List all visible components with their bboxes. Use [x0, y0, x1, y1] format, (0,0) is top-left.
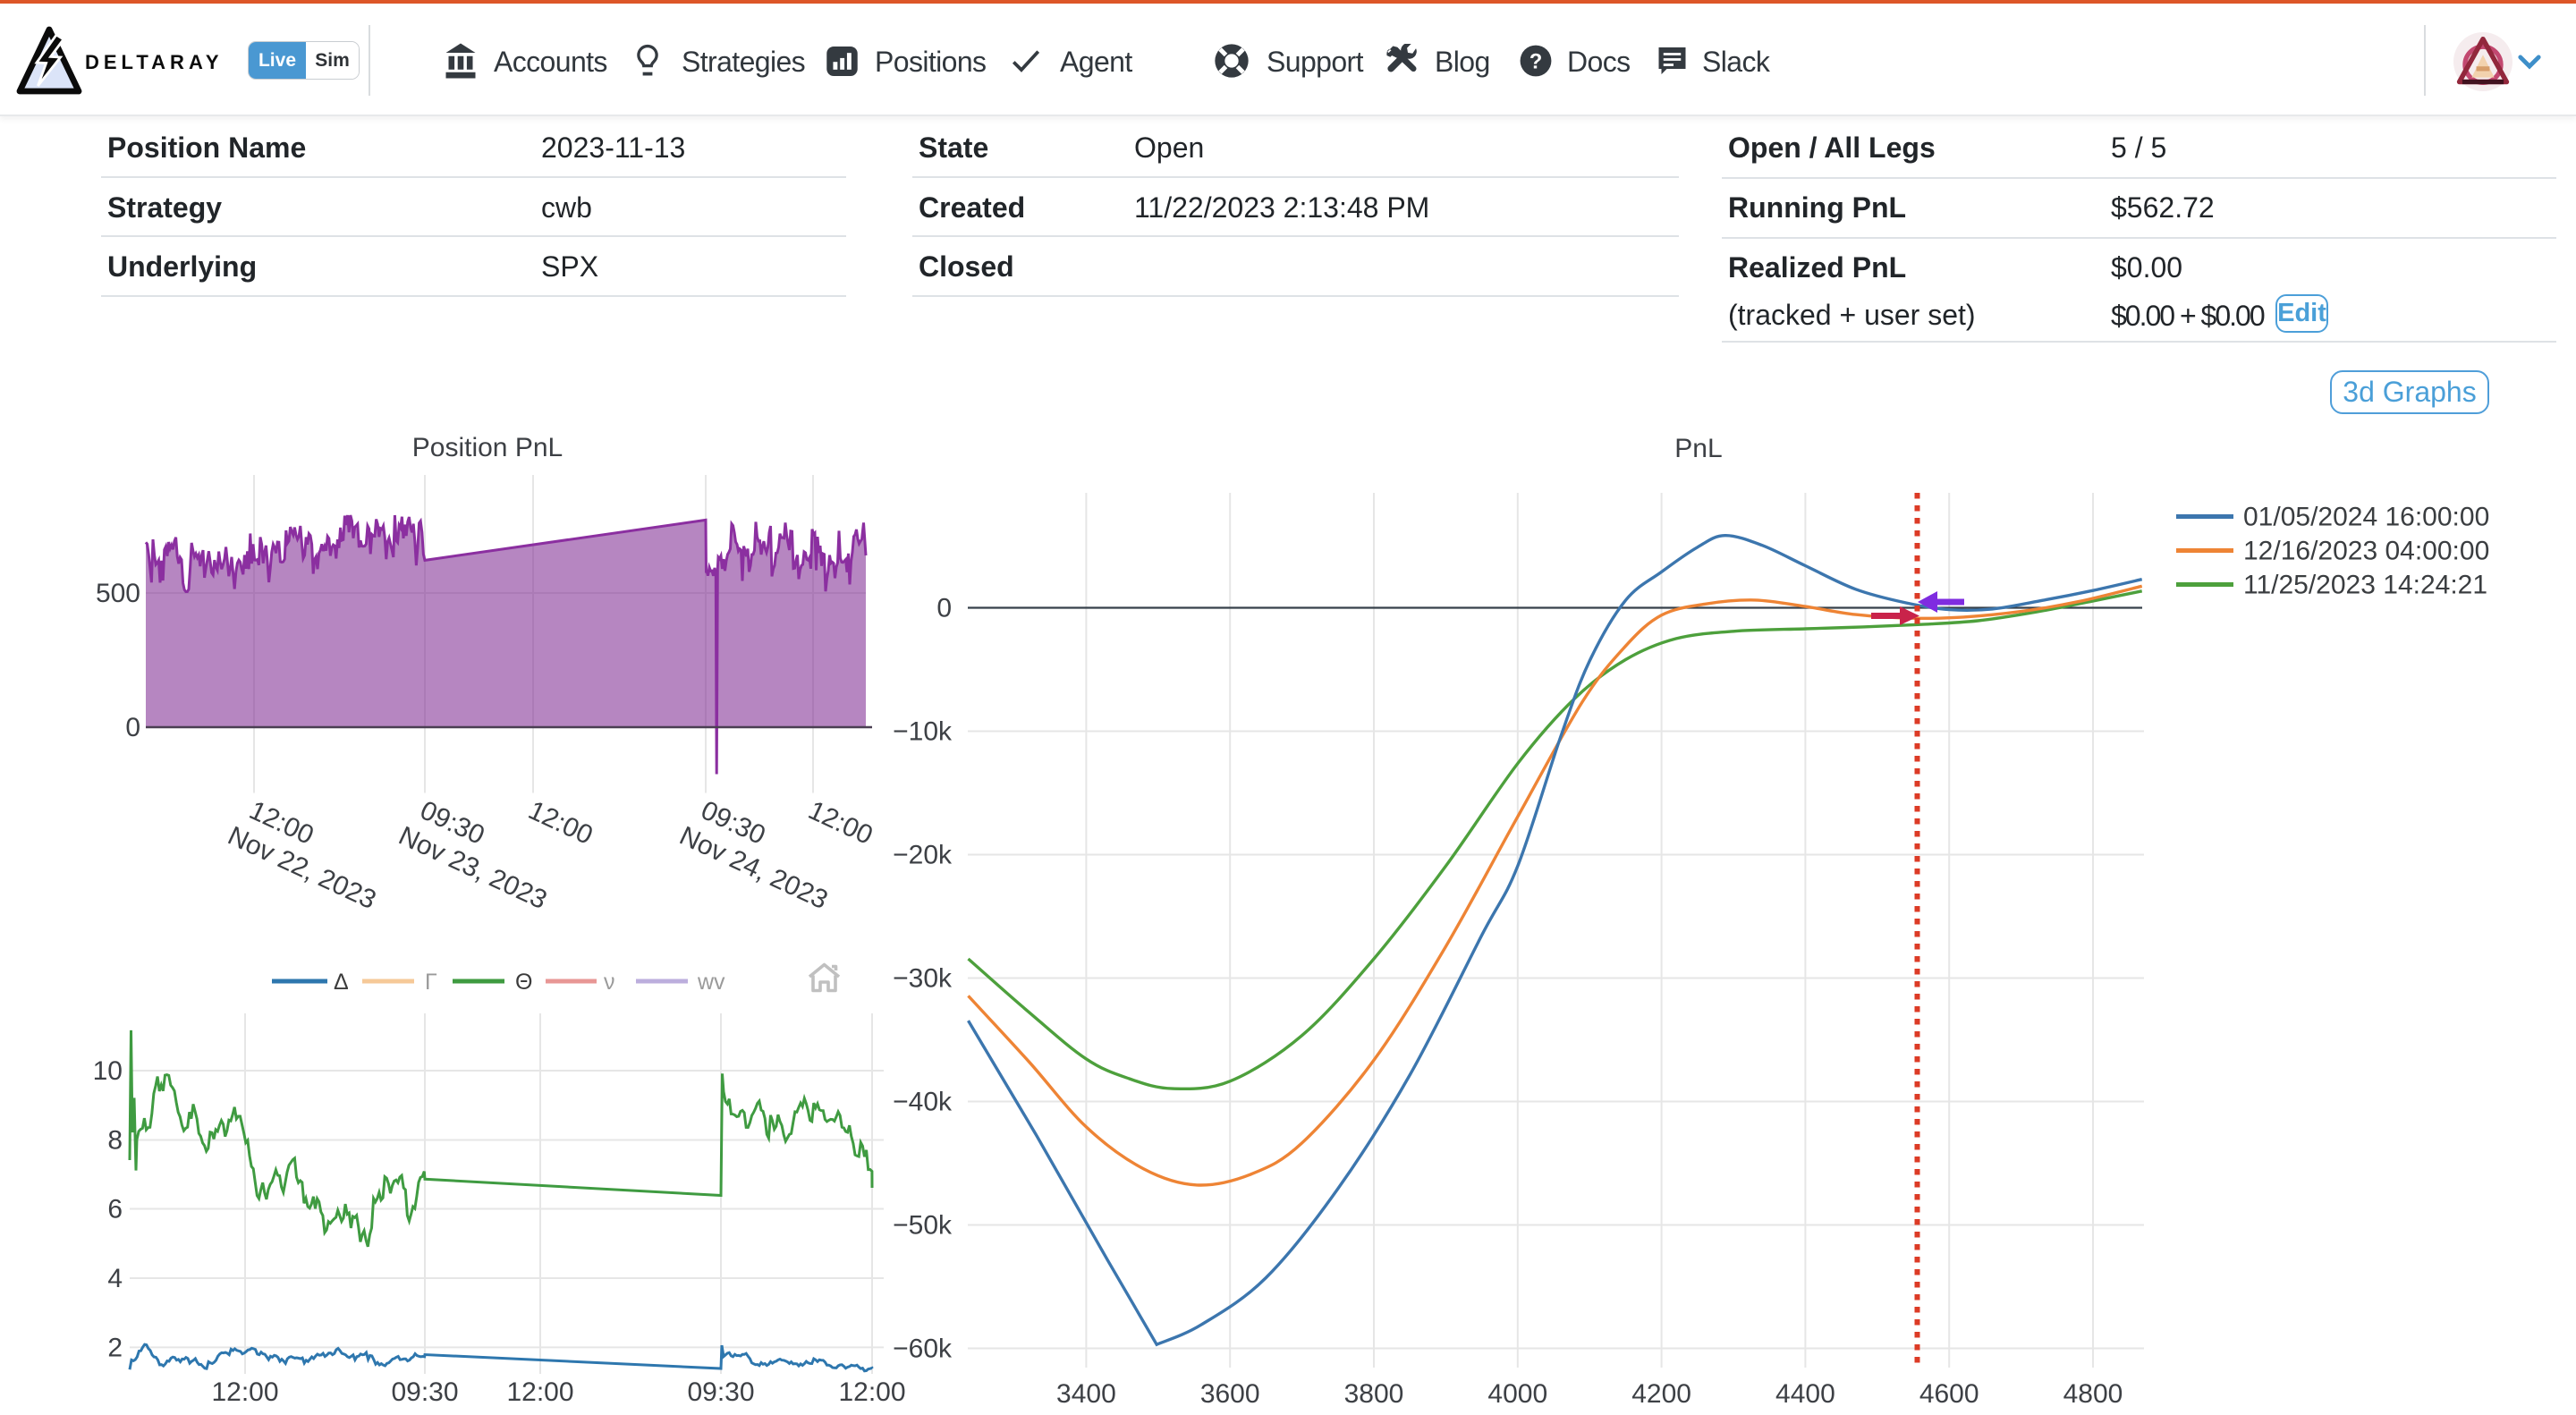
svg-text:?: ? [1530, 50, 1543, 74]
svg-text:09:30: 09:30 [391, 1377, 458, 1407]
svg-text:Γ: Γ [425, 970, 437, 995]
svg-text:4200: 4200 [1631, 1379, 1691, 1409]
svg-text:12:00: 12:00 [804, 795, 877, 851]
svg-text:0: 0 [936, 594, 952, 623]
svg-text:500: 500 [96, 579, 140, 608]
svg-text:PnL: PnL [1674, 434, 1722, 463]
svg-text:4400: 4400 [1775, 1379, 1835, 1409]
svg-text:−30k: −30k [893, 964, 953, 994]
svg-text:4600: 4600 [1919, 1379, 1979, 1409]
svg-text:4800: 4800 [2063, 1379, 2123, 1409]
svg-text:12:00: 12:00 [211, 1377, 278, 1407]
svg-text:−40k: −40k [893, 1088, 953, 1117]
svg-text:11/25/2023 14:24:21: 11/25/2023 14:24:21 [2243, 571, 2487, 600]
svg-text:12:00: 12:00 [838, 1377, 905, 1407]
svg-text:−50k: −50k [893, 1211, 953, 1241]
svg-text:12:00: 12:00 [506, 1377, 573, 1407]
svg-text:09:30: 09:30 [687, 1377, 754, 1407]
svg-text:10: 10 [93, 1056, 123, 1086]
svg-text:Position PnL: Position PnL [412, 433, 563, 462]
svg-text:0: 0 [125, 713, 140, 742]
svg-text:ν: ν [604, 970, 615, 995]
svg-text:3400: 3400 [1056, 1379, 1116, 1409]
svg-text:01/05/2024 16:00:00: 01/05/2024 16:00:00 [2243, 503, 2489, 532]
svg-text:2: 2 [107, 1333, 123, 1362]
svg-text:3800: 3800 [1344, 1379, 1404, 1409]
svg-text:Δ: Δ [334, 970, 349, 995]
svg-text:6: 6 [107, 1195, 123, 1224]
svg-text:12:00: 12:00 [524, 795, 597, 851]
svg-text:3600: 3600 [1200, 1379, 1260, 1409]
svg-text:12/16/2023 04:00:00: 12/16/2023 04:00:00 [2243, 537, 2489, 566]
svg-text:4000: 4000 [1487, 1379, 1547, 1409]
svg-text:4: 4 [107, 1264, 123, 1293]
svg-text:8: 8 [107, 1126, 123, 1156]
svg-text:−10k: −10k [893, 717, 953, 747]
svg-text:−20k: −20k [893, 841, 953, 870]
svg-text:wv: wv [697, 970, 725, 995]
svg-text:Θ: Θ [515, 970, 532, 995]
svg-text:−60k: −60k [893, 1335, 953, 1364]
